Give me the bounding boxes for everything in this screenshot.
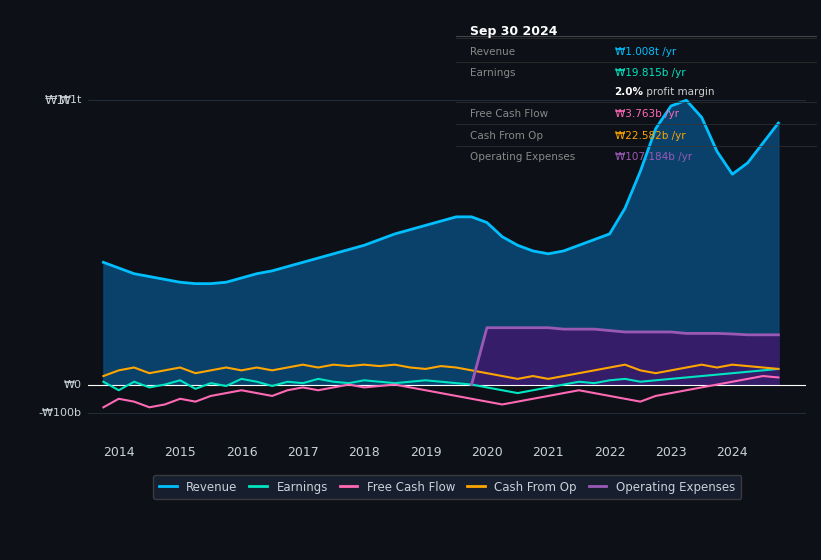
Text: ₩3.763b /yr: ₩3.763b /yr [615,109,679,119]
Text: ₩1.008t /yr: ₩1.008t /yr [615,46,676,57]
Text: Cash From Op: Cash From Op [470,130,544,141]
Text: Revenue: Revenue [470,46,516,57]
Text: Sep 30 2024: Sep 30 2024 [470,25,557,38]
Text: 2.0%: 2.0% [615,87,644,97]
Text: ₩1t: ₩1t [60,95,82,105]
Text: profit margin: profit margin [644,87,715,97]
Text: ₩22.582b /yr: ₩22.582b /yr [615,130,686,141]
Legend: Revenue, Earnings, Free Cash Flow, Cash From Op, Operating Expenses: Revenue, Earnings, Free Cash Flow, Cash … [154,475,741,500]
Text: ₩19.815b /yr: ₩19.815b /yr [615,68,686,78]
Text: ₩0: ₩0 [64,380,82,390]
Text: ₩107.184b /yr: ₩107.184b /yr [615,152,692,162]
Text: Free Cash Flow: Free Cash Flow [470,109,548,119]
Text: Earnings: Earnings [470,68,516,78]
Text: Operating Expenses: Operating Expenses [470,152,576,162]
Text: ₩1t: ₩1t [44,94,70,107]
Text: -₩100b: -₩100b [39,408,82,418]
